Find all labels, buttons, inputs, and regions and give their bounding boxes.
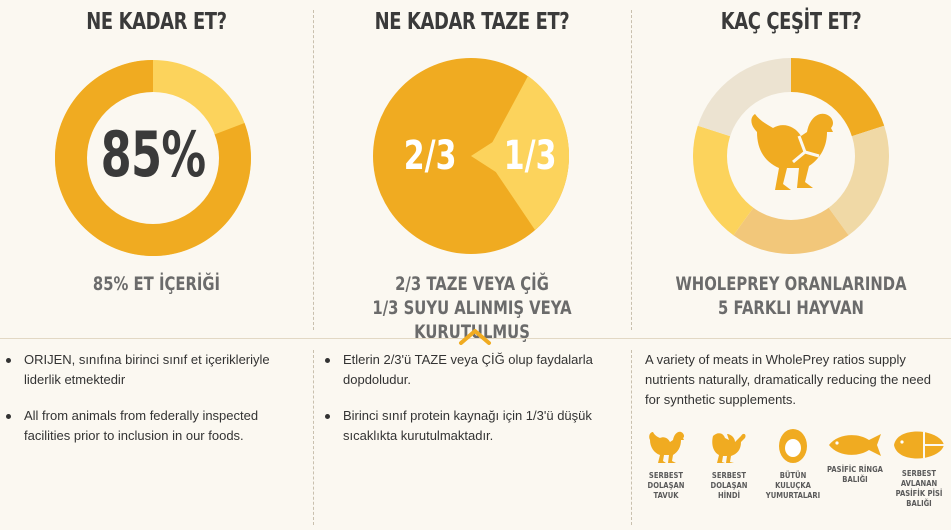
animal-variety-donut xyxy=(693,58,889,254)
column-divider xyxy=(313,10,314,330)
list-item: ORIJEN, sınıfına birinci sınıf et içerik… xyxy=(6,350,296,390)
meat-percentage-value: 85% xyxy=(100,118,206,191)
heading-how-many-kinds: KAÇ ÇEŞİT ET? xyxy=(720,9,862,35)
heading-how-much-meat: NE KADAR ET? xyxy=(86,9,227,35)
animal-label: PASİFİC RİNGA BALIĞI xyxy=(827,465,883,484)
chicken-icon xyxy=(751,113,833,190)
animal-item-turkey: SERBEST DOLAŞAN HİNDİ xyxy=(696,428,762,501)
animal-item-egg: BÜTÜN KULUÇKA YUMURTALARI xyxy=(760,424,826,501)
animal-label: SERBEST DOLAŞAN TAVUK xyxy=(647,471,685,500)
meat-variety-panel: KAÇ ÇEŞİT ET? WHOLEPREY ORANLARINDA 5 FA… xyxy=(631,0,951,332)
column-divider xyxy=(631,350,632,525)
fresh-caption-line1: 2/3 TAZE VEYA ÇİĞ xyxy=(395,273,549,295)
herring-icon xyxy=(829,434,881,456)
egg-icon xyxy=(779,429,807,463)
column-divider xyxy=(313,350,314,525)
dried-fraction-label: 1/3 xyxy=(503,133,557,179)
fresh-meat-panel: NE KADAR TAZE ET? 2/3 1/3 2/3 TAZE VEYA … xyxy=(313,0,631,343)
animal-item-chicken: SERBEST DOLAŞAN TAVUK xyxy=(633,428,699,501)
bullet-icon xyxy=(6,358,11,363)
section-divider xyxy=(0,338,951,339)
animal-label: SERBEST DOLAŞAN HİNDİ xyxy=(710,471,748,500)
flounder-icon xyxy=(894,431,944,459)
variety-description: A variety of meats in WholePrey ratios s… xyxy=(645,352,931,407)
bullet-icon xyxy=(325,358,330,363)
chicken-icon xyxy=(649,431,685,463)
list-item: All from animals from federally inspecte… xyxy=(6,406,296,446)
list-item: Etlerin 2/3'ü TAZE veya ÇİĞ olup faydala… xyxy=(325,350,615,390)
meat-content-caption: 85% ET İÇERİĞİ xyxy=(92,273,221,295)
variety-caption-line1: WHOLEPREY ORANLARINDA xyxy=(675,273,907,295)
variety-caption-line2: 5 FARKLI HAYVAN xyxy=(718,297,864,319)
bullet-icon xyxy=(6,414,11,419)
fresh-fraction-label: 2/3 xyxy=(403,133,457,179)
meat-percentage-donut xyxy=(55,60,251,256)
fresh-ratio-pie xyxy=(373,58,569,254)
fresh-caption-line2: 1/3 SUYU ALINMIŞ VEYA KURUTULMUŞ xyxy=(372,297,572,343)
meat-details-list: ORIJEN, sınıfına birinci sınıf et içerik… xyxy=(6,350,296,462)
chevron-up-icon xyxy=(459,329,491,345)
animal-label: SERBEST AVLANAN PASİFİK PİSİ BALIĞI xyxy=(895,469,943,508)
meat-content-panel: NE KADAR ET? 85% 85% ET İÇERİĞİ xyxy=(0,0,313,332)
freshness-details-list: Etlerin 2/3'ü TAZE veya ÇİĞ olup faydala… xyxy=(325,350,615,462)
column-divider xyxy=(631,10,632,330)
animal-item-flounder: SERBEST AVLANAN PASİFİK PİSİ BALIĞI xyxy=(886,428,951,509)
turkey-icon xyxy=(712,433,746,463)
variety-details: A variety of meats in WholePrey ratios s… xyxy=(645,350,945,410)
animal-item-herring: PASİFİC RİNGA BALIĞI xyxy=(822,432,888,485)
animal-label: BÜTÜN KULUÇKA YUMURTALARI xyxy=(765,471,821,500)
bullet-icon xyxy=(325,414,330,419)
list-item: Birinci sınıf protein kaynağı için 1/3'ü… xyxy=(325,406,615,446)
heading-how-fresh: NE KADAR TAZE ET? xyxy=(374,9,570,35)
